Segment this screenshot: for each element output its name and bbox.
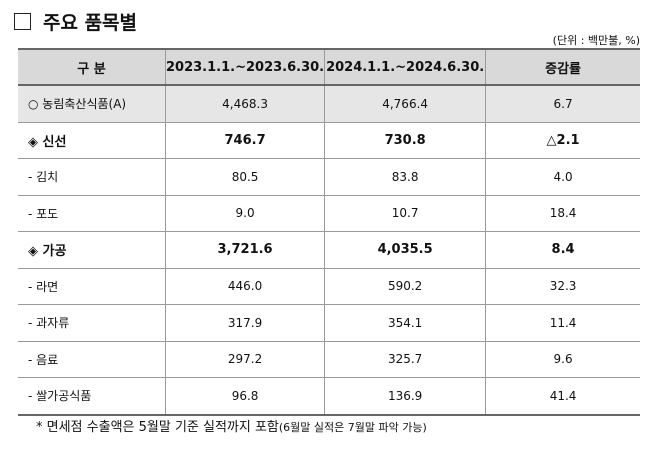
header-row: 구 분 2023.1.1.~2023.6.30. 2024.1.1.~2024.… [18,48,640,86]
cell: 9.0 [164,194,326,232]
title: 주요 품목별 [14,8,137,35]
cell: 590.2 [324,267,487,305]
row-label: - 포도 [18,194,166,232]
cell: 9.6 [485,340,640,378]
cell: 18.4 [485,194,640,232]
table-row: - 과자류 317.9 354.1 11.4 [18,304,640,342]
cell: 3,721.6 [164,231,326,269]
column-header: 2023.1.1.~2023.6.30. [164,48,326,86]
row-label: - 음료 [18,340,166,378]
table-row: ○ 농림축산식품(A) 4,468.3 4,766.4 6.7 [18,84,640,123]
footnote-detail: (6월말 실적은 7월말 파악 가능) [278,421,427,434]
row-label: ○ 농림축산식품(A) [18,84,166,123]
table: 구 분 2023.1.1.~2023.6.30. 2024.1.1.~2024.… [18,48,640,416]
cell: 32.3 [485,267,640,305]
table-row: - 쌀가공식품 96.8 136.9 41.4 [18,377,640,416]
cell: 317.9 [164,304,326,342]
row-label: - 과자류 [18,304,166,342]
cell: 4,766.4 [324,84,487,123]
row-label: - 김치 [18,158,166,196]
cell: 4.0 [485,158,640,196]
column-header: 2024.1.1.~2024.6.30. [324,48,487,86]
table-row: - 김치 80.5 83.8 4.0 [18,158,640,196]
cell: 446.0 [164,267,326,305]
cell: 41.4 [485,377,640,416]
table-row: - 음료 297.2 325.7 9.6 [18,340,640,378]
table-row: ◈ 가공 3,721.6 4,035.5 8.4 [18,231,640,269]
column-header: 구 분 [18,48,166,86]
unit-note: (단위 : 백만불, %) [552,34,640,47]
row-label: - 쌀가공식품 [18,377,166,416]
cell: 80.5 [164,158,326,196]
cell: 730.8 [324,121,487,159]
cell: 11.4 [485,304,640,342]
title-box [14,13,31,30]
footnote: * 면세점 수출액은 5월말 기준 실적까지 포함(6월말 실적은 7월말 파악… [36,416,427,435]
cell: 8.4 [485,231,640,269]
row-label: - 라면 [18,267,166,305]
table-row: - 라면 446.0 590.2 32.3 [18,267,640,305]
cell: 297.2 [164,340,326,378]
table-row: - 포도 9.0 10.7 18.4 [18,194,640,232]
cell: 96.8 [164,377,326,416]
title-text: 주요 품목별 [43,12,138,34]
cell: 4,468.3 [164,84,326,123]
cell: 325.7 [324,340,487,378]
cell: 4,035.5 [324,231,487,269]
cell: 354.1 [324,304,487,342]
cell: 10.7 [324,194,487,232]
row-label: ◈ 신선 [18,121,166,159]
cell: 136.9 [324,377,487,416]
cell: 6.7 [485,84,640,123]
table-row: ◈ 신선 746.7 730.8 △2.1 [18,121,640,159]
cell: 746.7 [164,121,326,159]
footnote-main: * 면세점 수출액은 5월말 기준 실적까지 포함 [36,420,279,435]
column-header: 증감률 [485,48,640,86]
row-label: ◈ 가공 [18,231,166,269]
cell: △2.1 [485,121,640,159]
cell: 83.8 [324,158,487,196]
